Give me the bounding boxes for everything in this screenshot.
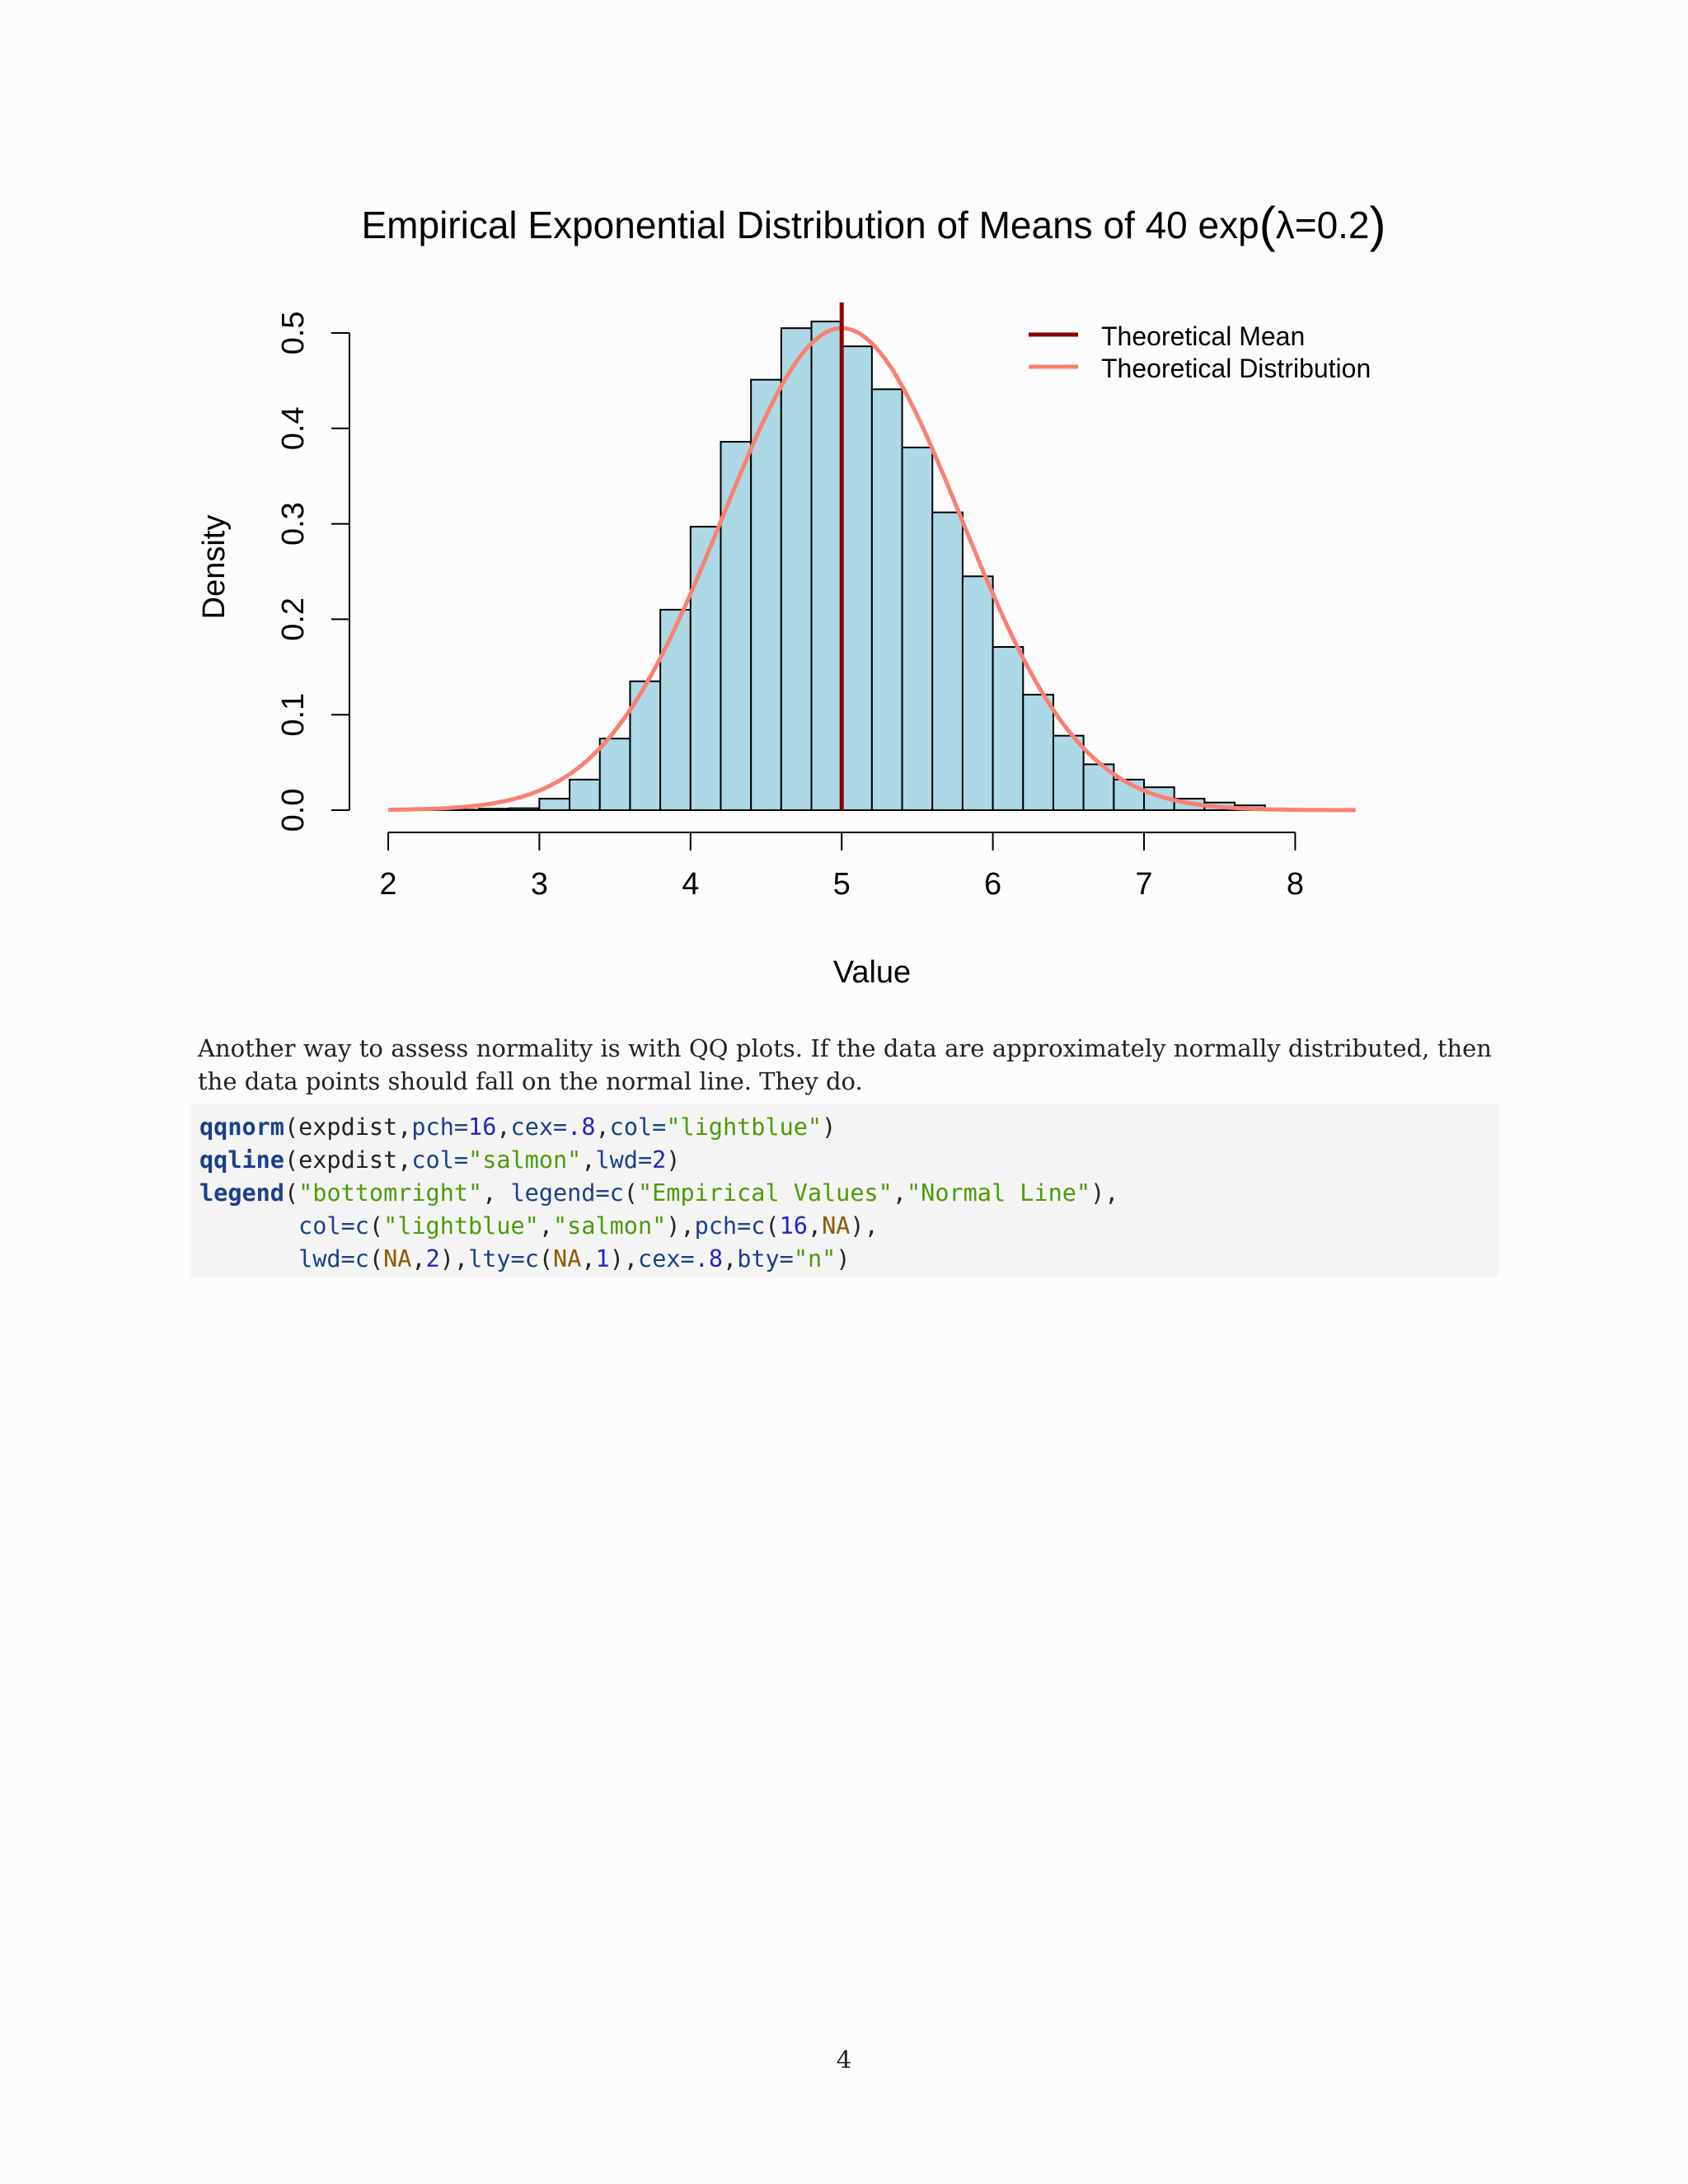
x-tick-label: 4 <box>682 867 699 902</box>
code-line: qqnorm(expdist,pch=16,cex=.8,col="lightb… <box>199 1113 837 1141</box>
y-tick-label: 0.0 <box>276 789 311 832</box>
x-tick-label: 8 <box>1287 867 1304 902</box>
histogram-chart: 2 3 4 5 6 7 8 0.0 0.1 0.2 0.3 0.4 0.5 Value Density… <box>197 302 1371 990</box>
y-tick-label: 0.2 <box>276 598 311 641</box>
x-tick-label: 5 <box>833 867 851 902</box>
histogram-bar <box>720 441 753 812</box>
histogram-bar <box>1022 693 1054 812</box>
code-text: qqnorm(expdist,pch=16,cex=.8,col="lightb… <box>190 1104 1498 1276</box>
legend-curve-label: Theoretical Distribution <box>1101 354 1371 383</box>
x-tick-label: 3 <box>531 867 548 902</box>
histogram-bar <box>841 345 873 812</box>
histogram-bar <box>508 807 541 812</box>
histogram-bar <box>780 327 813 811</box>
page-number: 4 <box>836 2046 852 2074</box>
histogram-bar <box>750 378 782 811</box>
y-axis-label: Density <box>197 515 232 620</box>
histogram-bar <box>689 526 722 811</box>
y-tick-label: 0.1 <box>276 693 311 737</box>
chart-title-paren-open: ( <box>1259 197 1276 252</box>
body-paragraph: Another way to assess normality is with … <box>198 1034 1492 1095</box>
code-block: qqnorm(expdist,pch=16,cex=.8,col="lightb… <box>190 1104 1498 1277</box>
histogram-bar <box>538 798 571 812</box>
y-tick-label: 0.3 <box>276 502 311 546</box>
chart-title-text: Empirical Exponential Distribution of Me… <box>361 204 1259 246</box>
x-tick-label: 2 <box>379 867 396 902</box>
histogram-bar <box>961 575 994 811</box>
histogram-bar <box>478 808 510 812</box>
x-axis: 2 3 4 5 6 7 8 <box>379 832 1304 902</box>
histogram-bar <box>931 511 964 811</box>
chart-title: Empirical Exponential Distribution of Me… <box>0 196 1688 253</box>
legend-mean-label: Theoretical Mean <box>1101 321 1305 351</box>
histogram-bar <box>870 388 903 811</box>
code-line: col=c("lightblue","salmon"),pch=c(16,NA)… <box>298 1212 879 1240</box>
chart-title-paren-close: ) <box>1369 197 1386 252</box>
x-axis-label: Value <box>833 955 911 990</box>
chart-title-lambda: λ=0.2 <box>1275 204 1370 246</box>
histogram-bar <box>659 608 692 811</box>
histogram-bar <box>992 645 1025 811</box>
histogram-bars <box>417 321 1266 812</box>
theoretical-distribution-curve <box>387 326 1356 813</box>
x-tick-label: 6 <box>984 867 1001 902</box>
histogram-bar <box>569 778 601 811</box>
histogram-bar <box>598 738 631 812</box>
histogram-bar <box>1052 734 1085 812</box>
histogram-bar <box>810 321 843 811</box>
y-axis: 0.0 0.1 0.2 0.3 0.4 0.5 <box>276 312 350 832</box>
chart-legend: Theoretical Mean Theoretical Distributio… <box>1029 321 1371 383</box>
code-line: lwd=c(NA,2),lty=c(NA,1),cex=.8,bty="n") <box>298 1245 851 1272</box>
histogram-bar <box>901 446 934 812</box>
code-line: qqline(expdist,col="salmon",lwd=2) <box>199 1146 681 1174</box>
y-tick-label: 0.4 <box>276 406 311 450</box>
y-tick-label: 0.5 <box>276 312 311 355</box>
code-line: legend("bottomright", legend=c("Empirica… <box>199 1179 1119 1207</box>
x-tick-label: 7 <box>1135 867 1152 902</box>
